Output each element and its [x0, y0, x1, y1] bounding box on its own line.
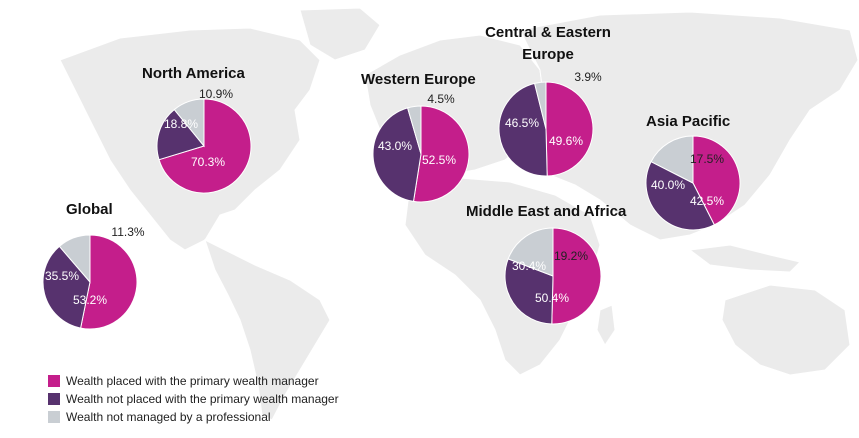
pie-label-central-eastern-europe-placed: 49.6% [549, 134, 583, 148]
pie-label-global-not-placed: 35.5% [45, 269, 79, 283]
pie-slice-central-eastern-europe-not-placed [498, 82, 548, 177]
pie-slice-middle-east-africa-not-placed [504, 258, 554, 325]
title-central-eastern-europe-line-1: Central & Eastern [485, 24, 611, 41]
pie-label-middle-east-africa-not-placed: 30.4% [512, 259, 546, 273]
pie-slice-central-eastern-europe-unmanaged [533, 81, 547, 130]
pie-label-central-eastern-europe-not-placed: 46.5% [505, 116, 539, 130]
pie-label-western-europe-not-placed: 43.0% [378, 139, 412, 153]
legend-swatch-not-placed [48, 393, 60, 405]
legend-swatch-unmanaged [48, 411, 60, 423]
legend-item-placed: Wealth placed with the primary wealth ma… [48, 372, 339, 390]
pie-slice-western-europe-placed [412, 105, 470, 203]
pie-label-western-europe-placed: 52.5% [422, 153, 456, 167]
pie-label-north-america-unmanaged: 10.9% [199, 87, 233, 101]
pie-slice-asia-pacific-placed [692, 135, 741, 226]
legend-label-placed: Wealth placed with the primary wealth ma… [66, 374, 319, 388]
pie-label-north-america-not-placed: 18.8% [164, 117, 198, 131]
pie-slice-asia-pacific-not-placed [645, 160, 716, 231]
pie-slice-western-europe-not-placed [372, 107, 422, 202]
title-central-eastern-europe-line-2: Europe [522, 46, 574, 63]
pie-slice-western-europe-unmanaged [406, 105, 422, 155]
pie-slice-north-america-unmanaged [173, 98, 205, 148]
land-australia [721, 284, 851, 376]
legend-swatch-placed [48, 375, 60, 387]
title-north-america: North America [142, 65, 245, 82]
title-western-europe: Western Europe [361, 71, 476, 88]
legend-item-unmanaged: Wealth not managed by a professional [48, 408, 339, 426]
land-madagascar [596, 304, 616, 346]
pie-label-global-placed: 53.2% [73, 293, 107, 307]
pie-slice-north-america-not-placed [156, 108, 205, 161]
title-global: Global [66, 201, 113, 218]
pie-slice-north-america-placed [158, 98, 252, 194]
pie-label-western-europe-unmanaged: 4.5% [427, 92, 455, 106]
title-middle-east-africa: Middle East and Africa [466, 203, 627, 220]
pie-label-asia-pacific-placed: 42.5% [690, 194, 724, 208]
title-asia-pacific: Asia Pacific [646, 113, 731, 130]
land-south-america [204, 239, 331, 421]
land-africa [404, 177, 601, 376]
pie-label-central-eastern-europe-unmanaged: 3.9% [574, 70, 602, 84]
pie-slice-asia-pacific-unmanaged [650, 135, 694, 184]
pie-label-global-unmanaged: 11.3% [111, 225, 144, 239]
legend-label-not-placed: Wealth not placed with the primary wealt… [66, 392, 339, 406]
pie-label-middle-east-africa-placed: 50.4% [535, 291, 569, 305]
legend-item-not-placed: Wealth not placed with the primary wealt… [48, 390, 339, 408]
pie-label-north-america-placed: 70.3% [191, 155, 225, 169]
pie-slice-global-not-placed [42, 245, 91, 329]
pie-label-asia-pacific-not-placed: 40.0% [651, 178, 685, 192]
pie-slice-middle-east-africa-placed [551, 227, 602, 325]
pie-slice-central-eastern-europe-placed [545, 81, 594, 177]
pie-slice-global-unmanaged [58, 234, 91, 284]
land-greenland [299, 7, 381, 61]
title-central-eastern-europe: Central & Eastern Europe [478, 22, 618, 66]
pie-label-middle-east-africa-unmanaged: 19.2% [554, 249, 588, 263]
pie-slice-global-placed [80, 234, 138, 330]
land-indonesia [688, 244, 801, 273]
pie-label-asia-pacific-unmanaged: 17.5% [690, 152, 724, 166]
legend-label-unmanaged: Wealth not managed by a professional [66, 410, 271, 424]
pie-slice-middle-east-africa-unmanaged [507, 227, 554, 277]
legend: Wealth placed with the primary wealth ma… [48, 372, 339, 426]
